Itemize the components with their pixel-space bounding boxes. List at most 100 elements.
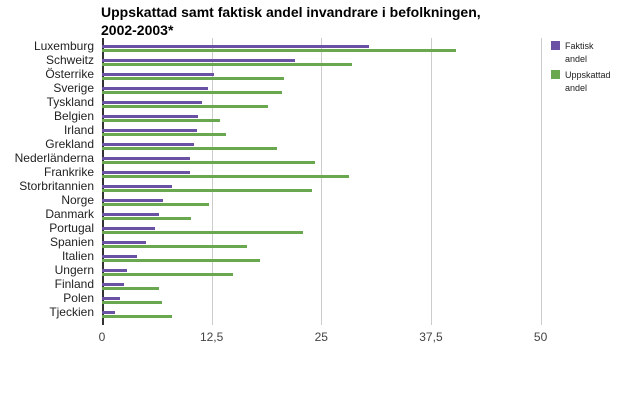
bar-faktisk[interactable] [102, 73, 215, 76]
bar-group [102, 248, 562, 262]
bar-group [102, 234, 562, 248]
bar-faktisk[interactable] [102, 45, 369, 48]
chart-title-line-1: Uppskattad samt faktisk andel invandrare… [101, 4, 481, 20]
bar-group [102, 192, 562, 206]
bar-faktisk[interactable] [102, 59, 295, 62]
gridline [540, 38, 542, 325]
bar-uppskattad[interactable] [102, 203, 210, 206]
x-tick-label: 37,5 [419, 330, 443, 344]
bar-faktisk[interactable] [102, 157, 190, 160]
bar-group [102, 122, 562, 136]
category-label: Schweitz [45, 53, 94, 67]
bar-uppskattad[interactable] [102, 315, 173, 318]
category-label: Danmark [45, 207, 94, 221]
bar-uppskattad[interactable] [102, 231, 303, 234]
bar-group [102, 304, 562, 318]
bar-uppskattad[interactable] [102, 301, 162, 304]
bar-uppskattad[interactable] [102, 259, 260, 262]
bar-uppskattad[interactable] [102, 147, 278, 150]
bar-group [102, 80, 562, 94]
x-tick-label: 12,5 [199, 330, 224, 344]
category-label: Portugal [49, 221, 94, 235]
legend-label: Uppskattad [565, 70, 611, 80]
bar-faktisk[interactable] [102, 297, 120, 300]
legend-label: andel [565, 54, 588, 64]
bar-faktisk[interactable] [102, 213, 160, 216]
category-label: Irland [63, 123, 94, 137]
y-axis-line [102, 38, 104, 325]
gridline [321, 38, 323, 325]
category-label: Spanien [49, 235, 94, 249]
bar-faktisk[interactable] [102, 311, 116, 314]
bar-faktisk[interactable] [102, 115, 198, 118]
bar-uppskattad[interactable] [102, 105, 268, 108]
bar-uppskattad[interactable] [102, 175, 350, 178]
bar-faktisk[interactable] [102, 255, 138, 258]
bar-faktisk[interactable] [102, 129, 197, 132]
bar-uppskattad[interactable] [102, 161, 316, 164]
category-label: Österrike [45, 67, 94, 81]
category-label: Storbritannien [19, 179, 94, 193]
category-label: Grekland [45, 137, 94, 151]
chart-title: Uppskattad samt faktisk andel invandrare… [101, 3, 481, 39]
bar-faktisk[interactable] [102, 199, 164, 202]
bar-group [102, 38, 562, 52]
x-tick-label: 50 [533, 330, 548, 344]
category-label: Italien [61, 249, 94, 263]
bar-uppskattad[interactable] [102, 273, 233, 276]
legend-swatch-faktisk [551, 41, 560, 50]
category-label: Nederländerna [14, 151, 94, 165]
bar-group [102, 108, 562, 122]
legend-swatch-uppskattad [551, 70, 560, 79]
bar-group [102, 94, 562, 108]
legend-label: andel [565, 83, 588, 93]
gridline [211, 38, 213, 325]
bar-faktisk[interactable] [102, 101, 202, 104]
bar-faktisk[interactable] [102, 185, 173, 188]
category-label: Finland [54, 277, 94, 291]
bar-uppskattad[interactable] [102, 119, 221, 122]
bar-uppskattad[interactable] [102, 287, 160, 290]
legend-item-uppskattad[interactable]: Uppskattad andel [551, 69, 625, 95]
bar-uppskattad[interactable] [102, 63, 352, 66]
category-label: Belgien [53, 109, 94, 123]
bar-uppskattad[interactable] [102, 77, 285, 80]
category-label: Luxemburg [33, 39, 94, 53]
bar-uppskattad[interactable] [102, 245, 247, 248]
category-label: Polen [63, 291, 94, 305]
bar-uppskattad[interactable] [102, 49, 456, 52]
bar-faktisk[interactable] [102, 171, 190, 174]
bar-faktisk[interactable] [102, 227, 155, 230]
bar-group [102, 52, 562, 66]
legend-item-faktisk[interactable]: Faktisk andel [551, 40, 625, 66]
plot-area [102, 38, 562, 325]
bar-group [102, 150, 562, 164]
bar-faktisk[interactable] [102, 143, 195, 146]
bar-group [102, 220, 562, 234]
category-label: Tjeckien [49, 305, 94, 319]
bar-group [102, 262, 562, 276]
bar-uppskattad[interactable] [102, 133, 226, 136]
category-label: Norge [61, 193, 94, 207]
bar-group [102, 136, 562, 150]
bar-faktisk[interactable] [102, 241, 146, 244]
category-label: Sverige [53, 81, 94, 95]
bar-faktisk[interactable] [102, 269, 128, 272]
legend-label: Faktisk [565, 41, 594, 51]
gridline [430, 38, 432, 325]
bar-group [102, 276, 562, 290]
bar-group [102, 164, 562, 178]
bar-group [102, 206, 562, 220]
legend: Faktisk andel Uppskattad andel [551, 40, 625, 98]
x-tick-label: 0 [98, 330, 106, 344]
bar-uppskattad[interactable] [102, 189, 312, 192]
category-label: Ungern [54, 263, 94, 277]
category-label: Frankrike [43, 165, 94, 179]
bar-group [102, 178, 562, 192]
bar-uppskattad[interactable] [102, 217, 191, 220]
bar-faktisk[interactable] [102, 87, 209, 90]
category-label: Tyskland [46, 95, 94, 109]
bar-uppskattad[interactable] [102, 91, 282, 94]
x-tick-label: 25 [314, 330, 328, 344]
bar-faktisk[interactable] [102, 283, 124, 286]
